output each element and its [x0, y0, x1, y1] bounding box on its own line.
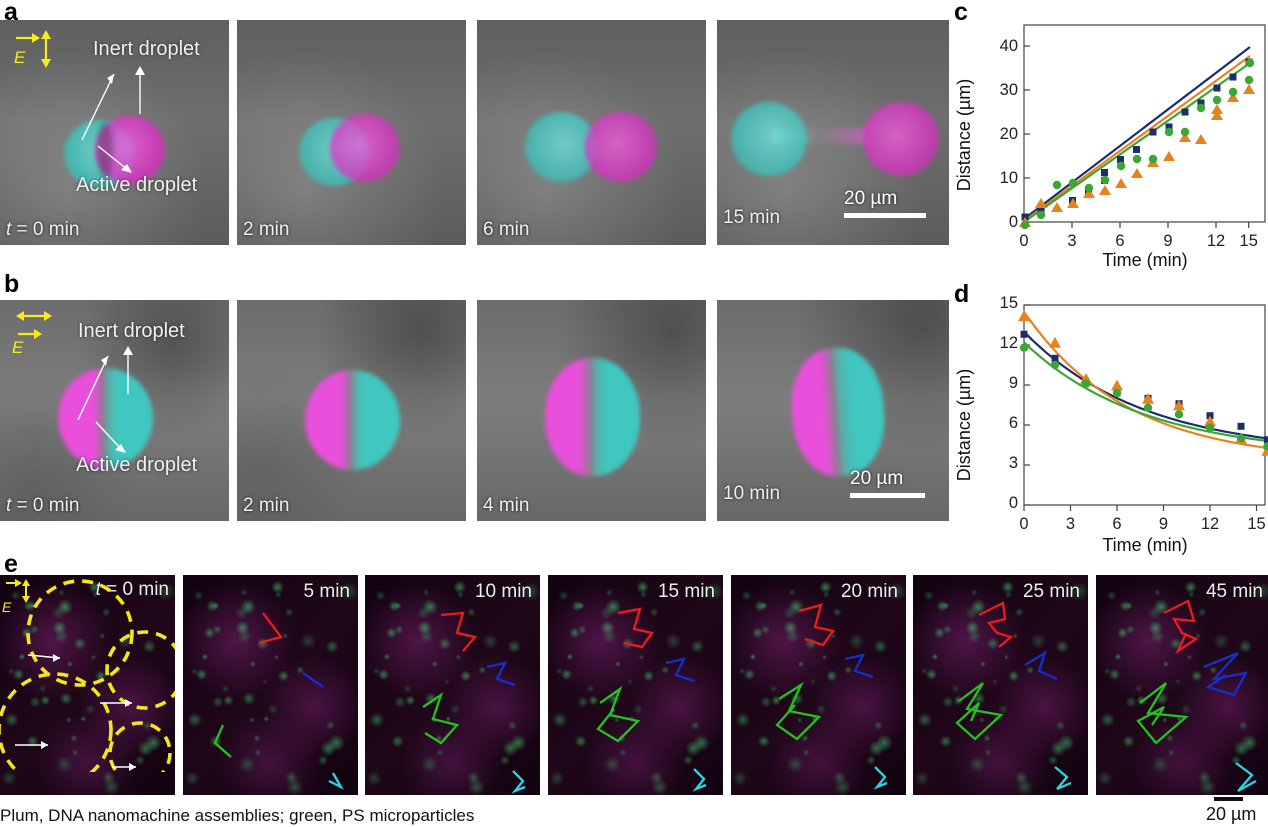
svg-text:Distance (µm): Distance (µm): [954, 79, 974, 191]
svg-text:6: 6: [1009, 414, 1018, 432]
svg-text:3: 3: [1067, 232, 1076, 250]
svg-text:20: 20: [1000, 125, 1018, 143]
svg-text:30: 30: [1000, 81, 1018, 99]
svg-text:0: 0: [1019, 515, 1028, 533]
svg-text:0: 0: [1009, 494, 1018, 512]
svg-text:Time (min): Time (min): [1102, 535, 1187, 555]
svg-text:40: 40: [1000, 37, 1018, 55]
svg-text:12: 12: [1207, 232, 1225, 250]
svg-text:15: 15: [1247, 515, 1265, 533]
svg-text:0: 0: [1009, 213, 1018, 231]
svg-text:15: 15: [1000, 294, 1018, 312]
svg-text:6: 6: [1112, 515, 1121, 533]
svg-text:15: 15: [1240, 232, 1258, 250]
svg-text:0: 0: [1019, 232, 1028, 250]
svg-text:9: 9: [1163, 232, 1172, 250]
svg-text:Time (min): Time (min): [1102, 250, 1187, 270]
svg-text:12: 12: [1000, 334, 1018, 352]
svg-text:12: 12: [1201, 515, 1219, 533]
svg-text:6: 6: [1115, 232, 1124, 250]
svg-text:10: 10: [1000, 169, 1018, 187]
svg-text:Distance (µm): Distance (µm): [954, 369, 974, 481]
svg-text:9: 9: [1009, 374, 1018, 392]
svg-text:3: 3: [1066, 515, 1075, 533]
svg-text:9: 9: [1159, 515, 1168, 533]
svg-text:3: 3: [1009, 454, 1018, 472]
